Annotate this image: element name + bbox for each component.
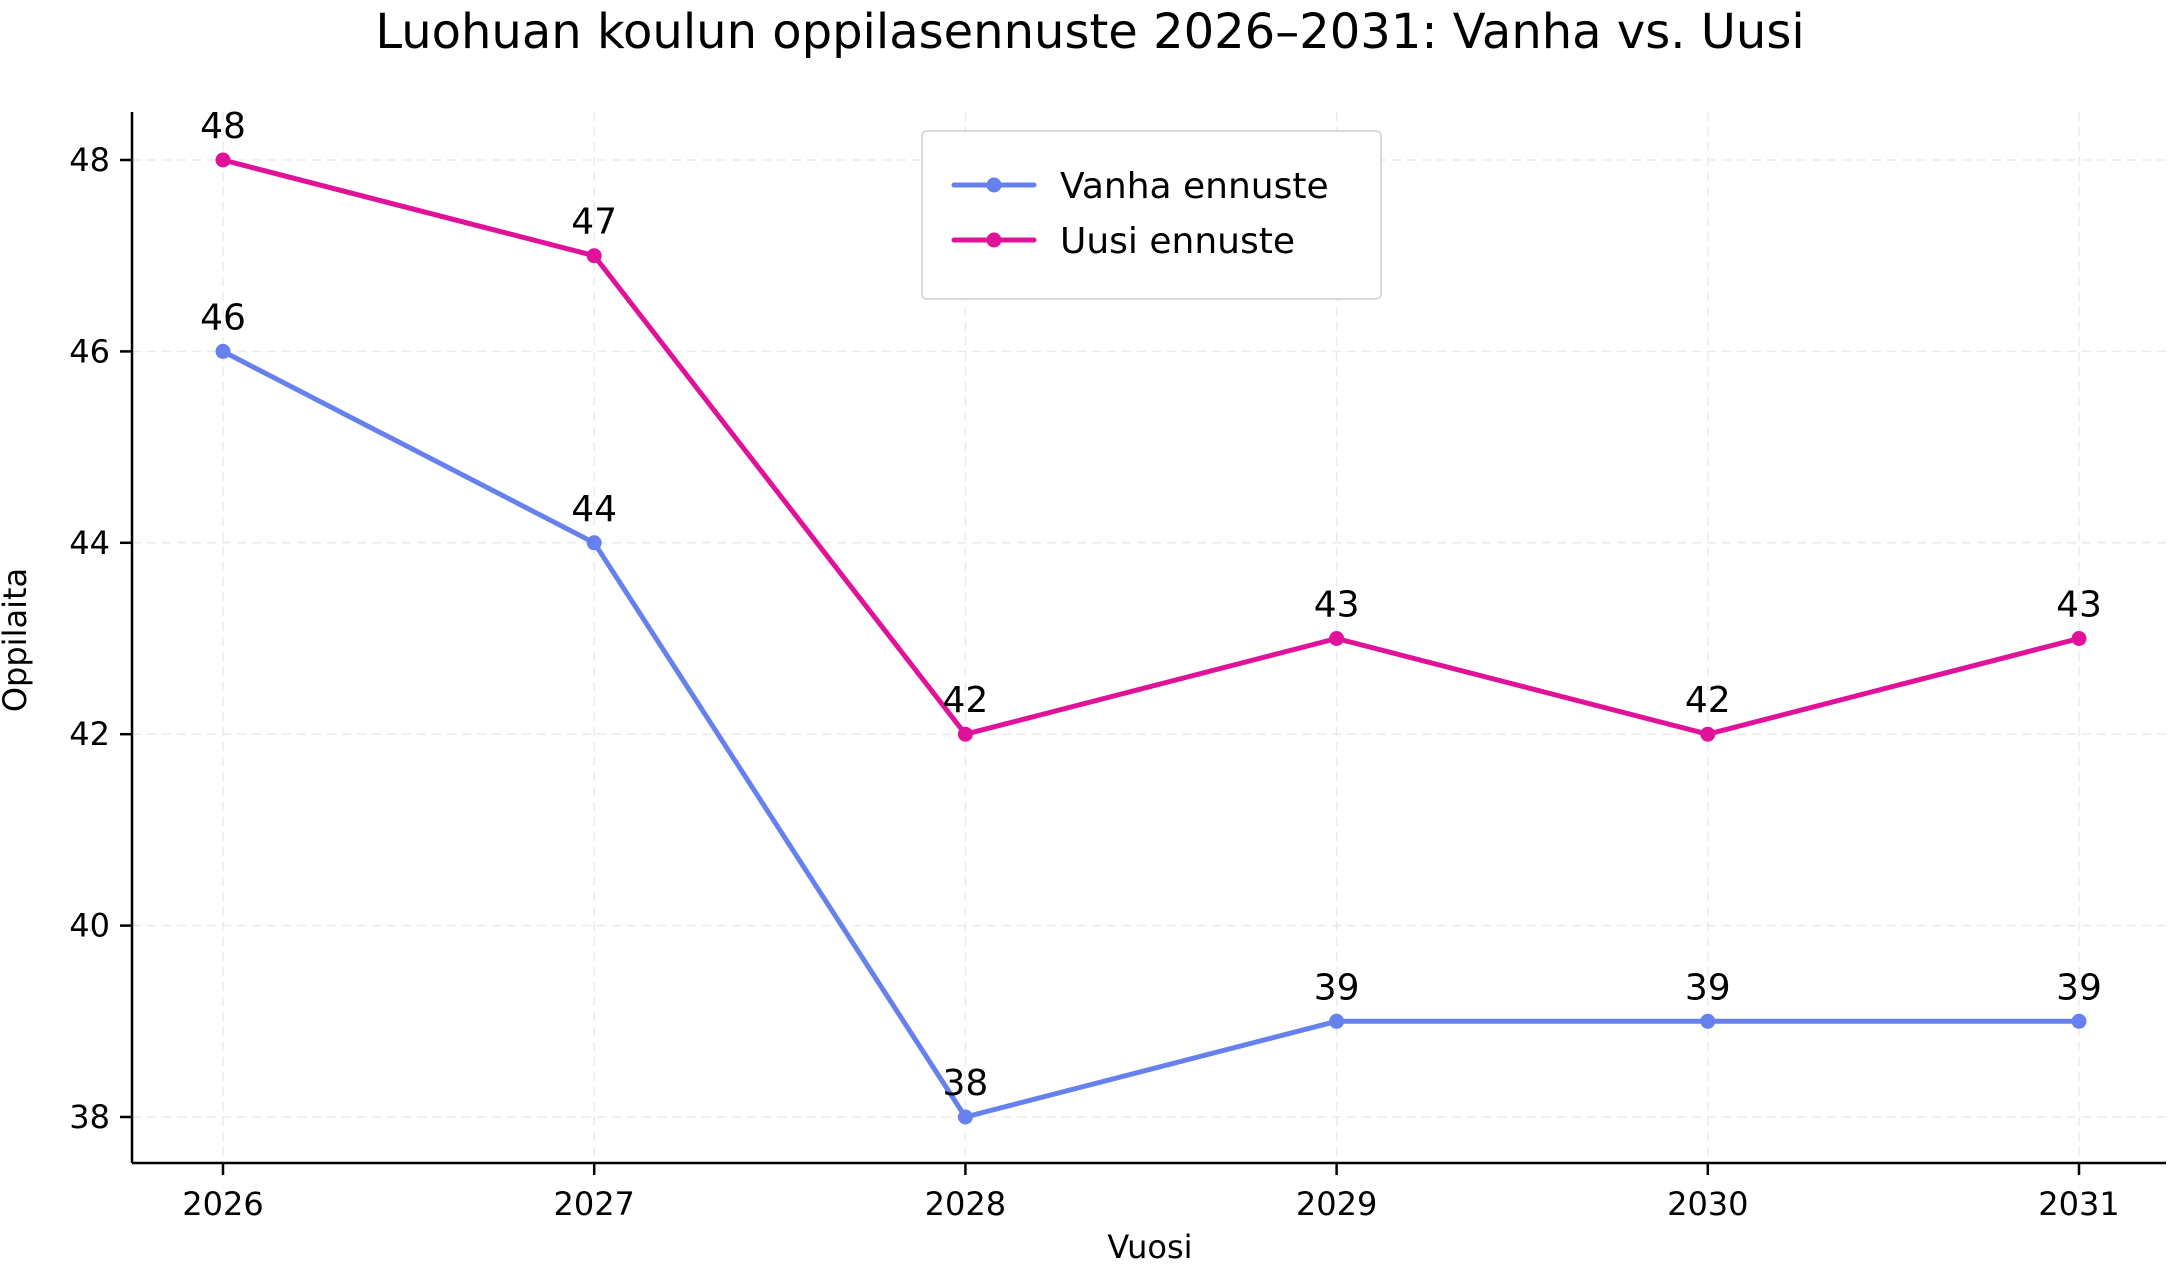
x-axis-label: Vuosi — [1107, 1228, 1192, 1266]
data-point-uusi-ennuste — [586, 248, 602, 264]
data-point-vanha-ennuste — [1700, 1013, 1716, 1029]
y-tick-label: 44 — [69, 524, 110, 562]
series — [215, 152, 2087, 1125]
data-label-uusi-ennuste: 47 — [571, 202, 617, 243]
data-label-vanha-ennuste: 39 — [1685, 967, 1731, 1008]
x-ticks: 2026 2027 2028 2029 2030 2031 — [182, 1163, 2120, 1223]
data-label-vanha-ennuste: 44 — [571, 489, 617, 530]
x-tick-label: 2029 — [1296, 1185, 1377, 1223]
y-tick-label: 48 — [69, 141, 110, 179]
data-point-uusi-ennuste — [215, 152, 231, 168]
data-point-uusi-ennuste — [957, 726, 973, 742]
data-label-uusi-ennuste: 48 — [200, 106, 246, 147]
data-point-uusi-ennuste — [1329, 631, 1345, 646]
x-tick-label: 2026 — [182, 1185, 263, 1223]
legend: Vanha ennuste Uusi ennuste — [921, 130, 1382, 300]
data-point-vanha-ennuste — [586, 535, 602, 551]
data-label-uusi-ennuste: 42 — [942, 680, 988, 721]
data-point-vanha-ennuste — [1329, 1013, 1345, 1029]
x-tick-label: 2027 — [553, 1185, 634, 1223]
y-tick-label: 46 — [69, 332, 110, 370]
y-tick-label: 40 — [69, 907, 110, 945]
data-label-vanha-ennuste: 38 — [942, 1063, 988, 1104]
data-label-vanha-ennuste: 46 — [200, 297, 246, 338]
series-line-uusi-ennuste — [220, 157, 2082, 737]
legend-label-uusi-ennuste: Uusi ennuste — [1060, 221, 1295, 262]
data-label-vanha-ennuste: 39 — [1314, 967, 1360, 1008]
data-label-vanha-ennuste: 39 — [2056, 967, 2102, 1008]
legend-marker-vanha-ennuste — [986, 177, 1002, 193]
data-point-uusi-ennuste — [1700, 726, 1716, 742]
legend-marker-uusi-ennuste — [986, 232, 1002, 248]
y-tick-label: 42 — [69, 715, 110, 753]
y-axis-label: Oppilaita — [0, 568, 34, 712]
x-tick-label: 2031 — [2038, 1185, 2119, 1223]
legend-box — [921, 130, 1382, 300]
data-point-vanha-ennuste — [215, 343, 231, 359]
data-label-uusi-ennuste: 43 — [2056, 585, 2102, 626]
data-point-vanha-ennuste — [2071, 1013, 2087, 1029]
series-line-vanha-ennuste — [220, 348, 2082, 1120]
data-point-uusi-ennuste — [2071, 631, 2087, 646]
x-tick-label: 2028 — [925, 1185, 1006, 1223]
axes — [130, 112, 2166, 1165]
y-tick-label: 38 — [69, 1098, 110, 1136]
data-label-uusi-ennuste: 43 — [1314, 585, 1360, 626]
x-tick-label: 2030 — [1667, 1185, 1748, 1223]
data-labels: 46 44 38 39 39 39 48 47 42 43 42 43 — [200, 106, 2102, 1104]
data-point-vanha-ennuste — [957, 1109, 973, 1125]
chart-title: Luohuan koulun oppilasennuste 2026–2031:… — [375, 4, 1804, 60]
data-label-uusi-ennuste: 42 — [1685, 680, 1731, 721]
legend-label-vanha-ennuste: Vanha ennuste — [1060, 166, 1329, 207]
y-ticks: 38 40 42 44 46 48 — [69, 141, 132, 1136]
